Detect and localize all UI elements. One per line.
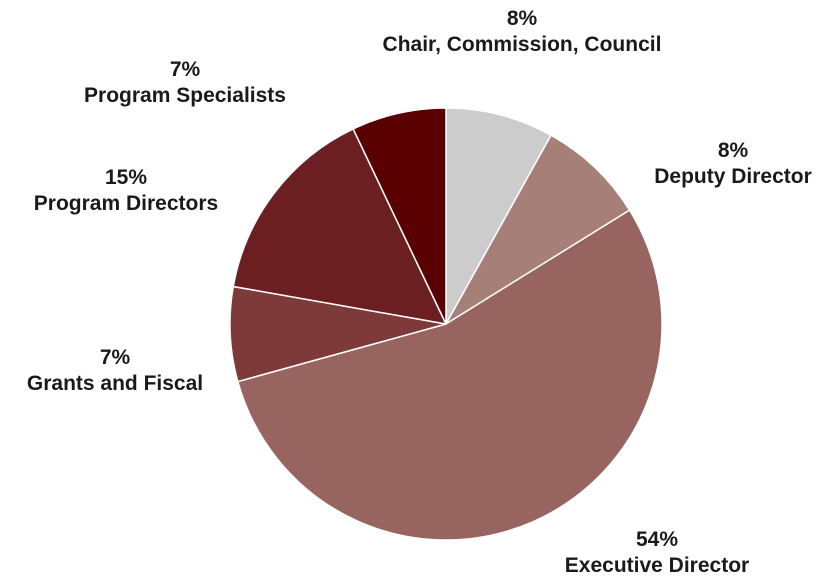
- pie-slice-executive-director: [237, 209, 663, 541]
- slice-label-chair-commission-council: 8% Chair, Commission, Council: [383, 6, 662, 58]
- pie-slice-deputy-director: [445, 134, 631, 325]
- slice-label-deputy-director: 8% Deputy Director: [654, 138, 812, 190]
- slice-percent: 54%: [635, 528, 679, 551]
- pie-slice-program-specialists: [352, 107, 447, 325]
- slice-label-grants-and-fiscal: 7% Grants and Fiscal: [27, 345, 203, 397]
- slice-percent: 7%: [169, 58, 201, 81]
- slice-name: Executive Director: [564, 554, 750, 577]
- slice-percent: 8%: [717, 139, 749, 162]
- slice-percent: 15%: [104, 166, 148, 189]
- slice-percent: 8%: [506, 7, 538, 30]
- pie-slice-chair-commission-council: [445, 107, 552, 325]
- pie-slice-program-directors: [232, 128, 447, 325]
- slice-name: Chair, Commission, Council: [382, 33, 662, 56]
- slice-name: Program Specialists: [84, 84, 286, 107]
- slice-label-program-specialists: 7% Program Specialists: [84, 57, 286, 109]
- slice-percent: 7%: [99, 346, 131, 369]
- slice-name: Grants and Fiscal: [26, 372, 204, 395]
- slice-label-program-directors: 15% Program Directors: [34, 165, 218, 217]
- slice-name: Program Directors: [33, 192, 219, 215]
- slice-name: Deputy Director: [654, 165, 812, 188]
- slice-label-executive-director: 54% Executive Director: [565, 527, 749, 579]
